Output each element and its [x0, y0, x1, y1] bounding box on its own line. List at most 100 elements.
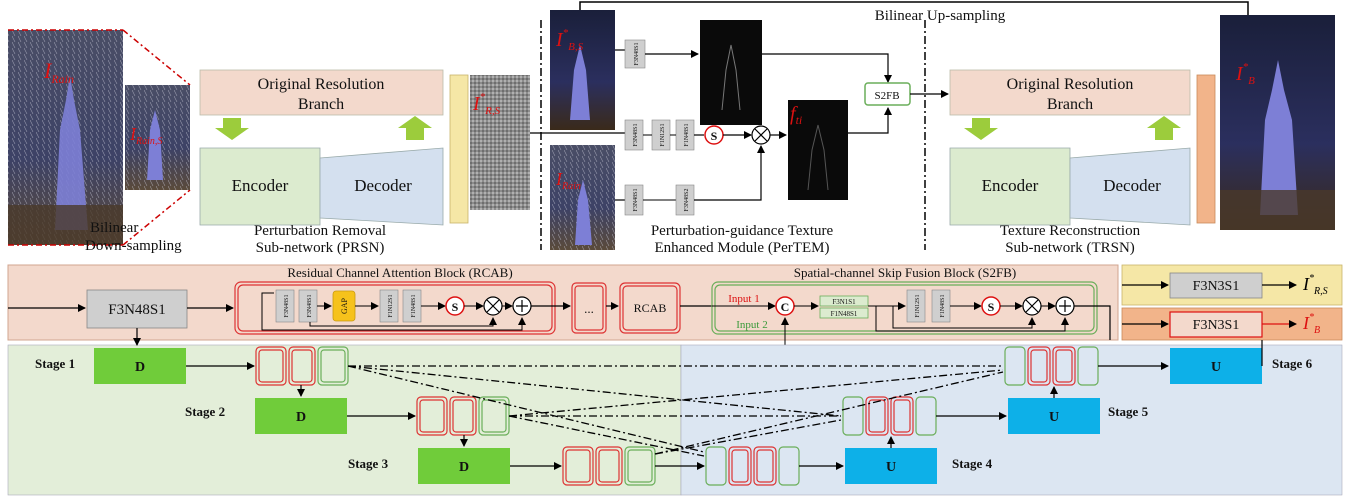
- trsn-output-bar: [1196, 74, 1216, 224]
- trsn-decoder: [1069, 147, 1191, 226]
- stage3-label: Stage 3: [348, 456, 389, 471]
- prsn-output-bar: [449, 74, 469, 224]
- prsn-encoder-label: Encoder: [232, 176, 289, 195]
- out-conv-2: [1169, 311, 1263, 338]
- rcab-title: Residual Channel Attention Block (RCAB): [287, 265, 512, 280]
- up-block-6-label: U: [1211, 360, 1221, 375]
- out-conv-2-label: F3N3S1: [1193, 318, 1240, 333]
- s2fb-conv-3: [906, 289, 926, 323]
- first-conv-label: F3N48S1: [108, 302, 166, 318]
- prsn-output-label: I*R,S: [472, 91, 501, 117]
- rcab-conv-1: [275, 289, 295, 323]
- pertem-s2fb-label: S2FB: [874, 90, 899, 102]
- bs-input-label: I*B,S: [555, 27, 584, 53]
- prsn-caption: Perturbation Removal: [254, 223, 386, 239]
- up-arrow-icon: [398, 116, 432, 140]
- rcab-block-inner: [622, 285, 678, 331]
- first-conv-block: [86, 289, 188, 329]
- trsn-encoder-label: Encoder: [982, 176, 1039, 195]
- fti-label: fti: [790, 103, 802, 127]
- sigmoid-label: S: [711, 129, 718, 143]
- stage5-label: Stage 5: [1108, 404, 1149, 419]
- connector: [309, 317, 497, 327]
- down-block-3: [418, 448, 510, 484]
- connector: [762, 53, 892, 83]
- stage2-label: Stage 2: [185, 404, 225, 419]
- trsn-caption: Texture Reconstruction: [1000, 223, 1141, 239]
- s2fb-conv-b-label: F1N48S1: [831, 310, 858, 318]
- up-block-5-label: U: [1049, 410, 1059, 425]
- pertem-conv-mid-3-label: F1N48S1: [684, 123, 690, 146]
- stage1-rcab-group: [255, 346, 349, 386]
- connector: [694, 145, 765, 201]
- edge-map-image: [700, 20, 762, 125]
- stage5-s2fb-group: [842, 396, 937, 436]
- rain-input-image: [8, 30, 123, 245]
- rcab-inner: [237, 284, 553, 332]
- ellipsis-block: [571, 282, 607, 334]
- up-arrow-icon: [1147, 116, 1181, 140]
- pertem-conv-top-label: F3N48S1: [634, 42, 640, 65]
- edge-map-detail: [721, 44, 741, 111]
- up-block-5: [1008, 398, 1100, 434]
- prsn-decoder: [319, 147, 444, 226]
- ellipsis-block-inner: [574, 285, 604, 331]
- stage4-label: Stage 4: [952, 456, 993, 471]
- s2fb-conv-3-label: F1N12S1: [915, 294, 921, 317]
- rcab-multiply-symbol: [486, 299, 500, 313]
- pertem-conv-mid-1-label: F3N48S1: [633, 123, 639, 146]
- s2fb-conv-b: [819, 307, 869, 319]
- pertem-conv-mid-2-label: F1N12S1: [660, 123, 666, 146]
- bs-input-image: [550, 10, 615, 130]
- rcab-conv-3-label: F1N12S1: [388, 294, 394, 317]
- s2fb-outer: [711, 281, 1098, 335]
- rain-s-label: IRain,S: [129, 124, 162, 147]
- trsn-branch-title-2: Branch: [1047, 96, 1093, 113]
- up-block-4-label: U: [886, 460, 896, 475]
- concat-label: C: [781, 300, 790, 314]
- bilinear-down-label-2: Down-sampling: [85, 238, 182, 254]
- ellipsis-label: ...: [584, 301, 594, 316]
- pertem-caption-2: Enhanced Module (PerTEM): [655, 240, 830, 256]
- connector: [848, 107, 892, 134]
- rain-label: IRain: [43, 58, 74, 86]
- rcab-block-label: RCAB: [634, 301, 667, 315]
- trsn-decoder-label: Decoder: [1103, 176, 1161, 195]
- bilinear-up-label: Bilinear Up-sampling: [875, 8, 1006, 24]
- up-block-4: [845, 448, 937, 484]
- pertem-rain-image: [550, 145, 615, 250]
- rcab-outer: [234, 281, 556, 335]
- rcab-conv-1-label: F3N48S1: [284, 294, 290, 317]
- down-block-2: [255, 398, 347, 434]
- out-conv-1: [1169, 272, 1263, 299]
- pertem-caption: Perturbation-guidance Texture: [651, 223, 834, 239]
- s2fb-conv-a-label: F3N1S1: [832, 298, 856, 306]
- rcab-add-symbol: [516, 300, 528, 312]
- out-conv-1-label: F3N3S1: [1193, 279, 1240, 294]
- s2fb-input1-label: Input 1: [728, 293, 759, 305]
- s2fb-multiply-symbol: [1025, 299, 1039, 313]
- pertem-conv-bot-1-label: F3N48S1: [633, 188, 639, 211]
- prsn-branch-title: Original Resolution: [258, 76, 385, 93]
- down-block-2-label: D: [296, 410, 306, 425]
- connector: [261, 292, 274, 306]
- down-block-1: [94, 348, 186, 384]
- prsn-branch-title-2: Branch: [298, 96, 344, 113]
- rcab-conv-2-label: F3N48S1: [307, 294, 313, 317]
- s2fb-input2-label: Input 2: [736, 319, 767, 331]
- s2fb-conv-a: [819, 295, 869, 307]
- stage2-rcab-group: [416, 396, 510, 436]
- rain-s-image: [125, 85, 190, 190]
- stage1-label: Stage 1: [35, 356, 75, 371]
- fti-detail: [807, 124, 829, 191]
- bilinear-down-label: Bilinear: [90, 220, 138, 236]
- s2fb-add-symbol: [1059, 300, 1071, 312]
- up-block-6: [1170, 348, 1262, 384]
- prsn-encoder: [199, 147, 321, 226]
- connector: [1074, 305, 1111, 340]
- prsn-caption-2: Sub-network (PRSN): [256, 240, 385, 256]
- s2fb-conv-4-label: F1N48S1: [940, 294, 946, 317]
- pertem-rain-label: IRain: [555, 169, 581, 192]
- rcab-block: [619, 282, 681, 334]
- connector: [875, 306, 1069, 332]
